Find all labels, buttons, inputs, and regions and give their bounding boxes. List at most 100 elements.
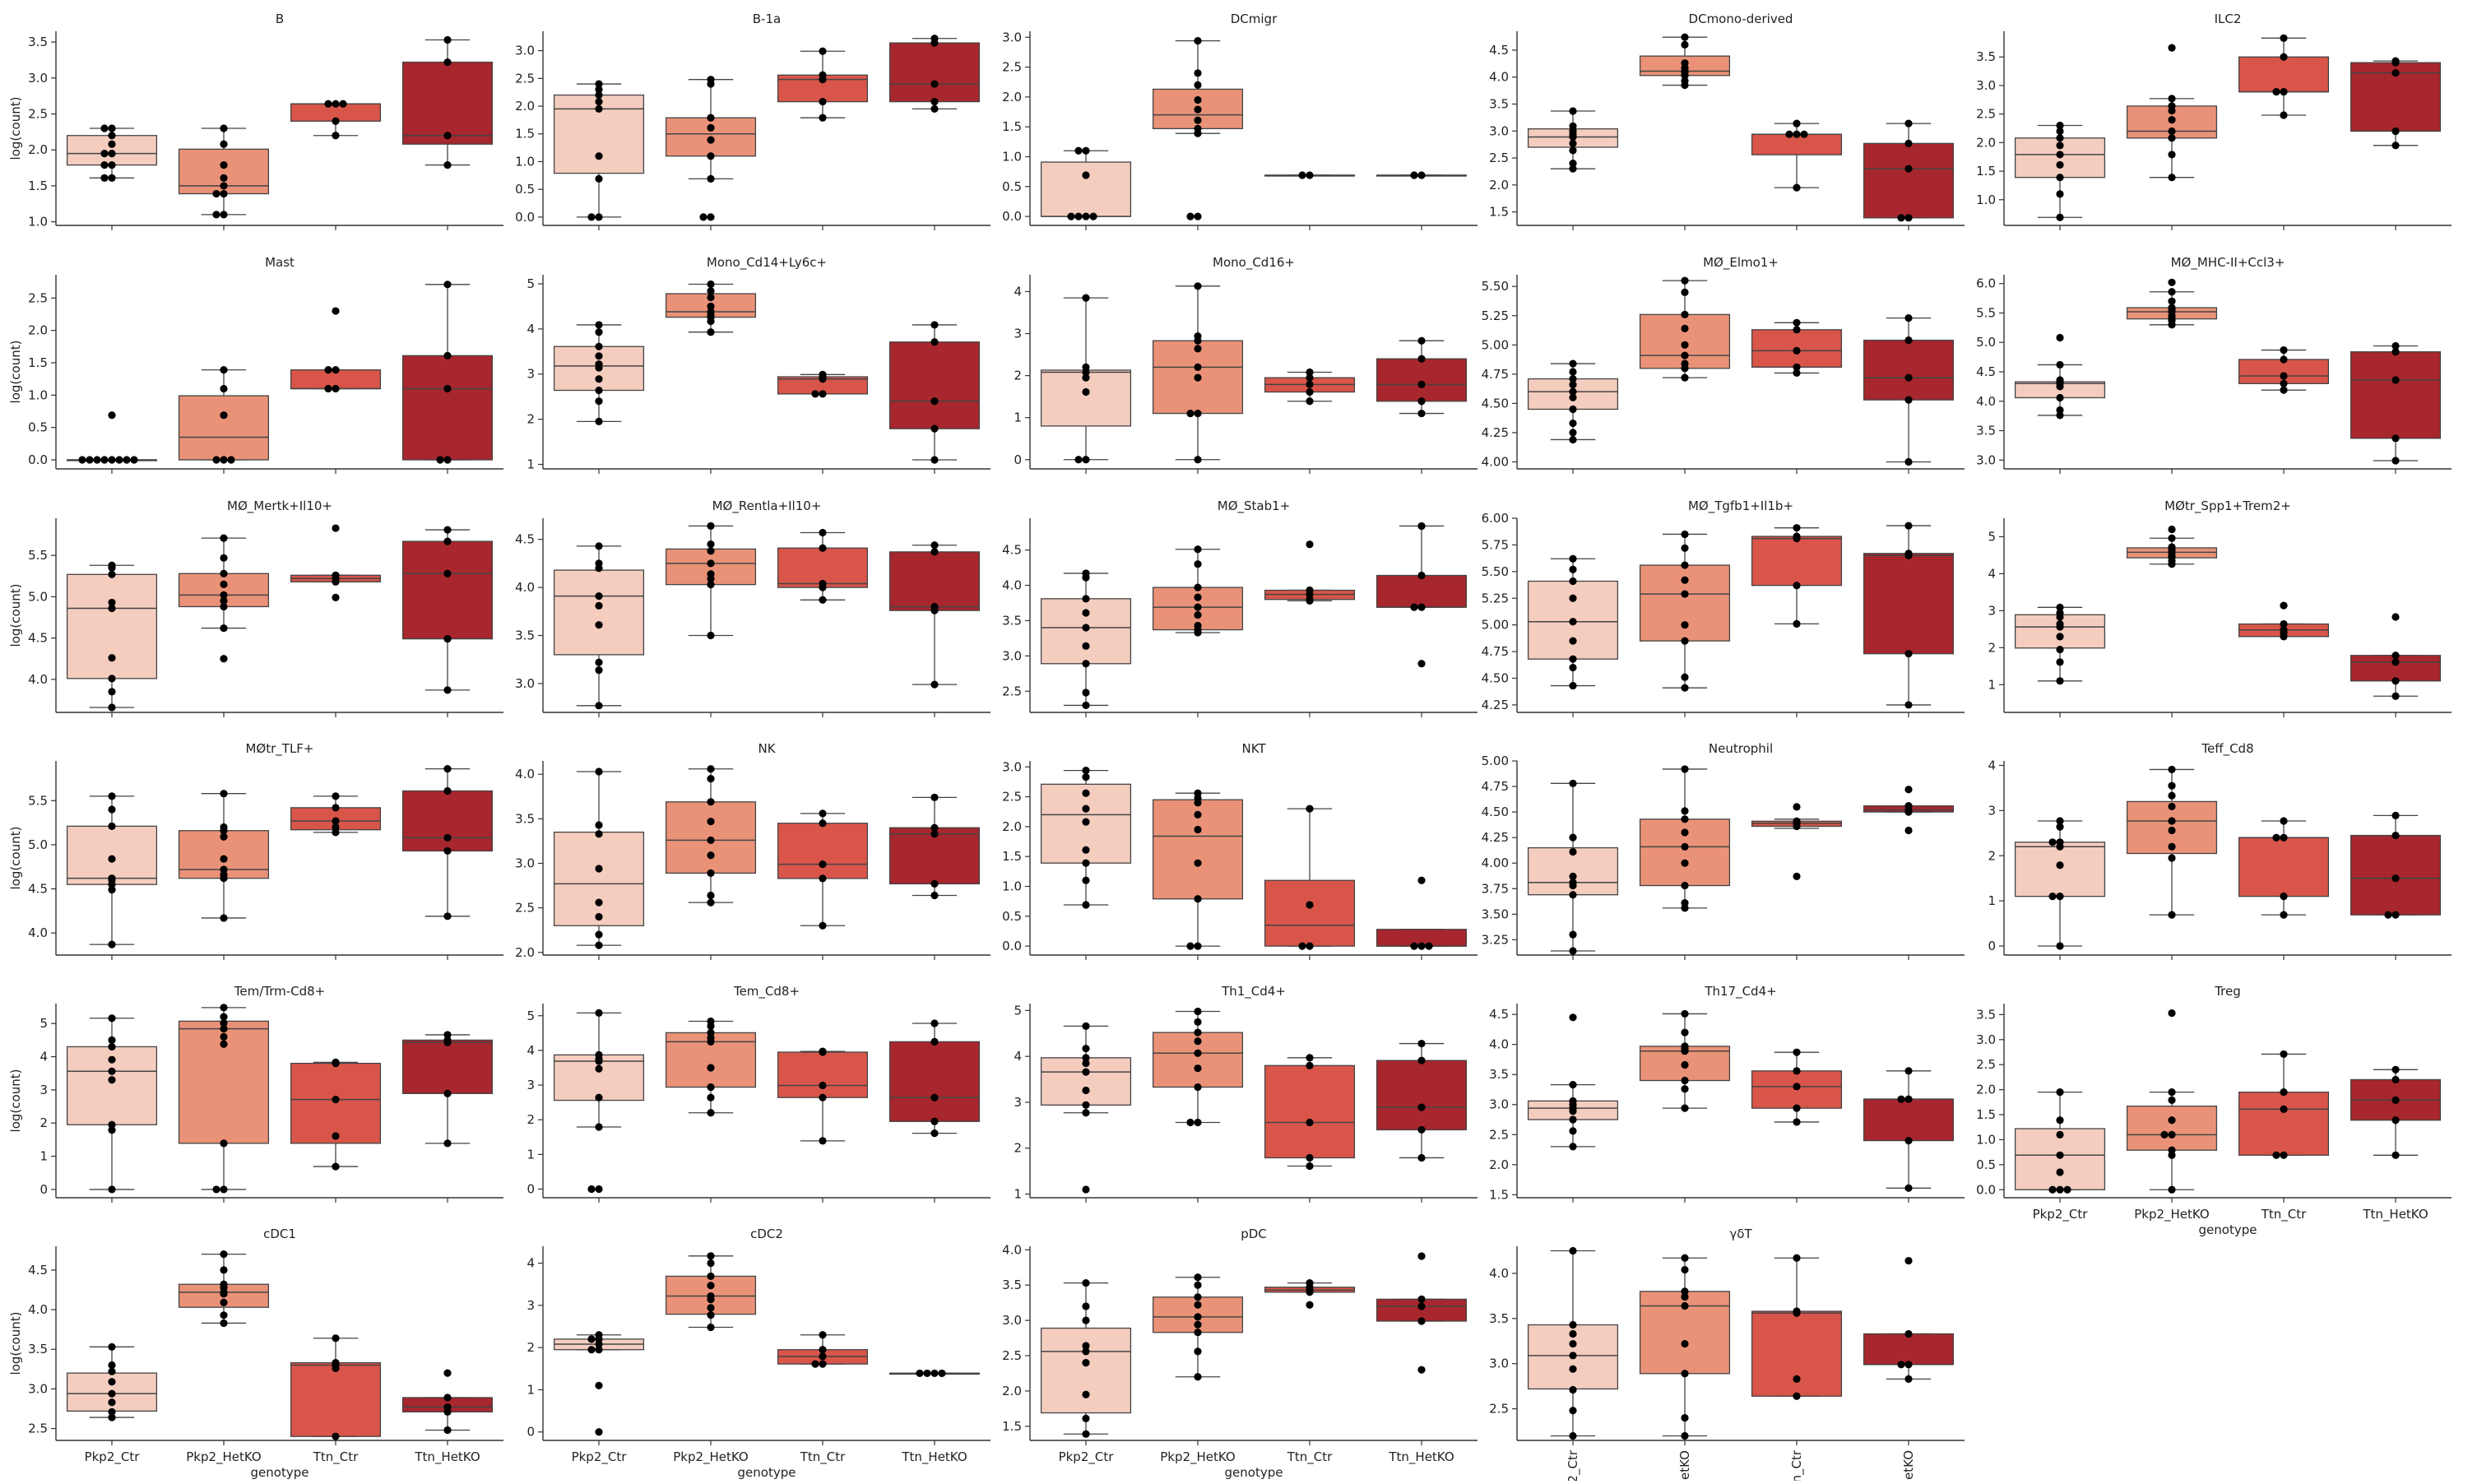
- y-tick-label: 3.5: [1976, 49, 1996, 64]
- data-point: [595, 213, 603, 221]
- data-point: [707, 869, 715, 878]
- y-tick-label: 2.5: [1489, 151, 1509, 165]
- data-point: [212, 456, 220, 464]
- box-Pkp2_Ctr: [66, 411, 158, 464]
- data-point: [707, 302, 715, 311]
- y-tick-label: 4.50: [1482, 671, 1509, 686]
- data-point: [108, 1055, 116, 1064]
- data-point: [595, 1009, 603, 1017]
- data-point: [1194, 610, 1202, 619]
- data-point: [2168, 304, 2176, 312]
- panel-title: Th17_Cd4+: [1704, 984, 1776, 999]
- data-point: [443, 786, 452, 795]
- y-tick-label: 5: [527, 1009, 535, 1023]
- y-tick-label: 4: [39, 1050, 48, 1064]
- box-Pkp2_Ctr: [1527, 1013, 1619, 1151]
- y-tick-label: 2.5: [515, 901, 535, 916]
- y-tick-label: 1.5: [515, 127, 535, 141]
- data-point: [332, 1132, 340, 1140]
- y-tick-label: 2.5: [28, 290, 48, 305]
- data-point: [595, 912, 603, 921]
- data-point: [443, 537, 452, 545]
- data-point: [1681, 899, 1689, 907]
- data-point: [1793, 1048, 1801, 1056]
- data-point: [2168, 543, 2176, 551]
- y-tick-label: 1.0: [28, 215, 48, 230]
- data-point: [1569, 779, 1577, 787]
- box-Ttn_Ctr: [1264, 171, 1356, 179]
- data-point: [930, 98, 939, 106]
- box-Pkp2_Ctr: [1527, 779, 1619, 955]
- data-point: [1417, 397, 1426, 406]
- data-point: [1569, 381, 1577, 389]
- data-point: [2168, 765, 2176, 774]
- data-point: [930, 456, 939, 464]
- panel-MØ_Tgfb1+Il1b+: MØ_Tgfb1+Il1b+ 4.25 4.50 4.75 5.00 5.25 5.50 5.…: [1482, 499, 1965, 717]
- data-point: [2056, 609, 2064, 617]
- data-point: [595, 417, 603, 425]
- y-tick-label: 4.0: [1489, 1037, 1509, 1052]
- y-tick-label: 0.5: [1976, 1157, 1996, 1172]
- data-point: [1904, 650, 1913, 658]
- data-point: [1569, 1127, 1577, 1135]
- y-tick-label: 3.75: [1482, 881, 1509, 896]
- y-tick-label: 0: [527, 1425, 535, 1440]
- y-tick-label: 3: [1988, 803, 1996, 818]
- y-tick-label: 0.0: [1976, 1182, 1996, 1197]
- data-point: [108, 456, 116, 464]
- data-point: [707, 308, 715, 316]
- y-tick-label: 4.0: [1002, 578, 1022, 593]
- data-point: [1298, 942, 1306, 950]
- data-point: [1793, 183, 1801, 192]
- data-point: [1681, 59, 1689, 67]
- data-point: [2168, 278, 2176, 286]
- data-point: [1082, 595, 1090, 603]
- data-point: [595, 601, 603, 610]
- data-point: [1569, 554, 1577, 563]
- data-point: [2056, 393, 2064, 402]
- box-Ttn_HetKO: [1863, 522, 1955, 709]
- data-point: [1194, 69, 1202, 77]
- panel-Neutrophil: Neutrophil 3.25 3.50 3.75 4.00 4.25 4.50 4.75 5.…: [1482, 741, 1965, 960]
- y-tick-label: 4.25: [1482, 830, 1509, 845]
- data-point: [595, 104, 603, 113]
- data-point: [595, 930, 603, 939]
- data-point: [1569, 393, 1577, 401]
- data-point: [595, 821, 603, 829]
- box-iqr: [1375, 574, 1468, 608]
- y-tick-label: 3.0: [1002, 1313, 1022, 1328]
- y-tick-label: 4.0: [1002, 1242, 1022, 1257]
- data-point: [1793, 363, 1801, 371]
- data-point: [2280, 386, 2288, 394]
- data-point: [220, 1319, 228, 1328]
- data-point: [930, 602, 939, 611]
- data-point: [443, 281, 452, 289]
- data-point: [2048, 893, 2057, 901]
- data-point: [108, 805, 116, 814]
- data-point: [1569, 891, 1577, 899]
- data-point: [443, 384, 452, 393]
- panel-title: Mono_Cd14+Ly6c+: [707, 255, 827, 271]
- data-point: [1082, 1347, 1090, 1356]
- data-point: [1904, 336, 1913, 345]
- data-point: [1194, 1293, 1202, 1301]
- data-point: [1569, 359, 1577, 368]
- data-point: [1569, 1352, 1577, 1360]
- data-point: [2168, 1088, 2176, 1097]
- y-tick-label: 5.50: [1482, 564, 1509, 579]
- data-point: [1306, 1054, 1314, 1062]
- data-point: [1793, 817, 1801, 825]
- y-tick-label: 4.00: [1482, 856, 1509, 870]
- data-point: [707, 1282, 715, 1290]
- y-tick-label: 4.75: [1482, 367, 1509, 382]
- panel-title: γδT: [1729, 1227, 1752, 1241]
- data-point: [443, 456, 452, 464]
- data-point: [443, 58, 452, 67]
- data-point: [1089, 212, 1097, 220]
- data-point: [2056, 633, 2064, 641]
- data-point: [108, 411, 116, 420]
- data-point: [220, 456, 228, 464]
- y-tick-label: 3: [527, 1298, 535, 1313]
- box-Pkp2_HetKO: [665, 1017, 757, 1117]
